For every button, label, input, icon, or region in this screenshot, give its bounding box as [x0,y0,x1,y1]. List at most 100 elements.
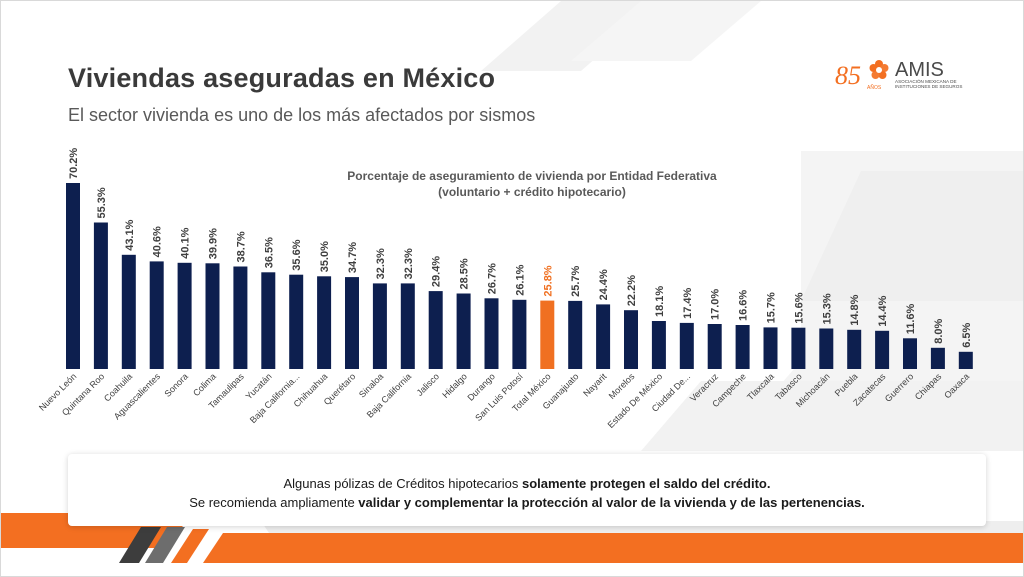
value-label: 25.8% [542,265,554,296]
value-label: 17.0% [710,289,722,320]
value-label: 32.3% [375,248,387,279]
note-box: Algunas pólizas de Créditos hipotecarios… [68,454,986,526]
category-label: Baja California... [248,371,302,425]
top-right-stripe [481,1,661,71]
value-label: 39.9% [208,228,220,259]
logo-anniversary-word: AÑOS [867,84,882,91]
bar [317,276,332,369]
category-label: Sonora [162,371,190,399]
value-label: 38.7% [235,231,247,262]
value-label: 26.1% [514,264,526,295]
value-label: 36.5% [263,237,275,268]
value-label: 25.7% [570,265,582,296]
bar [512,299,527,369]
bar [679,322,694,369]
value-label: 28.5% [459,258,471,289]
value-label: 6.5% [961,323,973,348]
bar [177,262,192,369]
page-subtitle: El sector vivienda es uno de los más afe… [68,105,536,125]
value-label: 22.2% [626,275,638,306]
logo-anniversary-number: 85 [835,61,861,90]
bar [791,327,806,369]
bar [568,300,583,369]
top-right-stripe [571,1,761,61]
value-label: 35.0% [319,241,331,272]
note-line-1: Algunas pólizas de Créditos hipotecarios… [68,476,986,491]
bar [205,263,220,369]
bar [428,291,443,369]
amis-logo: 85 AÑOS AMIS ASOCIACIÓN MEXICANA DE INST… [835,59,962,91]
value-label: 24.4% [598,269,610,300]
category-label: Guerrero [883,371,916,404]
value-label: 40.6% [152,226,164,257]
bar [930,347,945,369]
category-label: Puebla [833,371,860,398]
bar [233,266,248,369]
bar [484,298,499,369]
note-line-1-text: Algunas pólizas de Créditos hipotecarios [283,476,522,491]
bar [651,321,666,369]
bar [707,324,722,369]
bar [958,351,973,369]
category-label: Tlaxcala [745,371,776,402]
note-line-2: Se recomienda ampliamente validar y comp… [68,495,986,510]
category-label: Colima [191,371,218,398]
value-label: 34.7% [347,242,359,273]
bar [903,338,917,369]
value-label: 70.2% [68,148,80,179]
value-label: 8.0% [933,319,945,344]
bars-group [66,183,973,369]
bar [345,277,359,369]
bar [819,328,834,369]
right-panel-shape [801,171,1023,301]
category-label: Oaxaca [942,371,971,400]
bar [261,272,276,369]
value-label: 16.6% [738,290,750,321]
value-label: 18.1% [654,286,666,317]
value-label: 11.6% [905,303,917,334]
bar [400,283,415,369]
bar [93,222,108,369]
value-label: 26.7% [487,263,499,294]
value-label: 32.3% [403,248,415,279]
bar [847,329,862,369]
logo-line-1: ASOCIACIÓN MEXICANA DE [895,78,957,84]
value-label: 43.1% [124,219,136,250]
value-labels-group: 70.2% 55.3% 43.1% 40.6% 40.1% 39.9% 38.7% 36.5%… [68,148,973,348]
bar [66,183,80,369]
bar [875,330,890,369]
value-label: 14.4% [877,295,889,326]
bar-chart: Porcentaje de aseguramiento de vivienda … [37,148,973,430]
value-label: 35.6% [291,239,303,270]
bottom-orange-band [203,533,1023,563]
bottom-stripe-grey [119,527,161,563]
chart-subtitle: (voluntario + crédito hipotecario) [438,185,626,199]
bar [149,261,164,369]
bar [624,310,638,369]
note-line-1-emphasis: solamente protegen el saldo del crédito. [521,476,771,491]
bar [596,304,611,369]
chart-title: Porcentaje de aseguramiento de vivienda … [347,169,717,183]
value-label: 40.1% [180,227,192,258]
bottom-stripe-orange [171,529,209,563]
category-label: Nayarit [581,371,609,399]
right-panel-shape [641,381,1023,451]
value-label: 17.4% [682,287,694,318]
bar [121,254,136,369]
category-label: Chiapas [913,371,944,402]
bar [735,325,750,369]
value-label: 55.3% [96,187,108,218]
logo-flower-icon [869,60,889,79]
bar [289,274,304,369]
note-line-2-text: Se recomienda ampliamente [189,495,359,510]
logo-name: AMIS [895,59,944,81]
value-label: 29.4% [431,256,443,287]
category-label: Jalisco [415,371,442,398]
bar [372,283,387,369]
value-label: 15.3% [821,293,833,324]
category-label: San Luis Potosí [473,371,525,423]
logo-line-2: INSTITUCIONES DE SEGUROS [895,84,962,89]
value-label: 15.7% [766,292,778,323]
